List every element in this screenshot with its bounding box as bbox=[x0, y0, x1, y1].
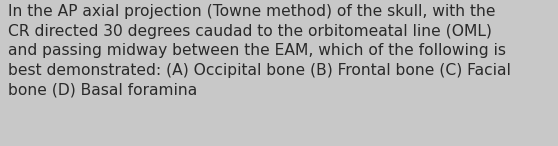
Text: In the AP axial projection (Towne method) of the skull, with the
CR directed 30 : In the AP axial projection (Towne method… bbox=[8, 4, 511, 98]
